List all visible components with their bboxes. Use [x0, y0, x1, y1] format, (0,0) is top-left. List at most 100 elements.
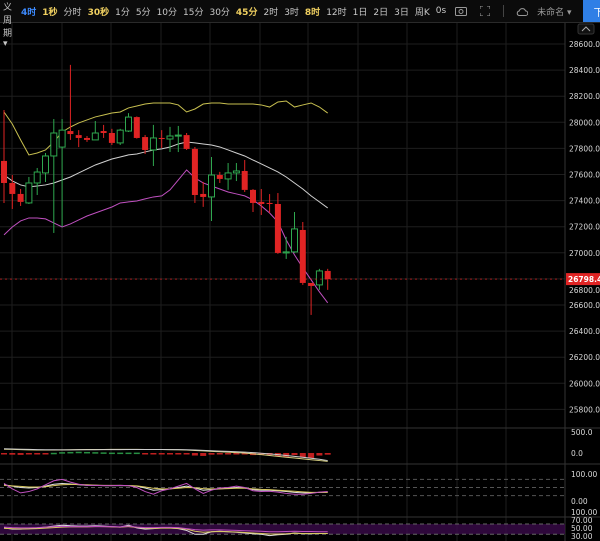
candle-body [25, 182, 33, 204]
candle [116, 128, 124, 146]
layout-name-dropdown[interactable]: 未命名 ▾ [534, 5, 574, 18]
macd-hist-bar [25, 453, 32, 455]
boll-upper-line [3, 100, 328, 156]
divider [503, 5, 505, 17]
candle [158, 130, 165, 149]
candle [291, 211, 298, 253]
candle-body [91, 132, 99, 141]
interval-tab-9[interactable]: 45分 [235, 7, 258, 18]
interval-tab-4[interactable]: 1分 [115, 7, 130, 18]
macd-hist-bar [84, 451, 90, 454]
price-tick-label: 27800.0 [569, 144, 600, 153]
interval-tab-10[interactable]: 2时 [263, 7, 279, 18]
candle-body [9, 182, 16, 194]
custom-period-dropdown[interactable]: 自定义周期 ▾ [0, 0, 18, 49]
candle [282, 236, 290, 259]
kdj-j-line [3, 478, 328, 495]
macd-hist-bar [233, 453, 240, 455]
candle [274, 193, 281, 254]
macd-hist-bar [299, 453, 306, 458]
candle-body [282, 251, 290, 254]
collapse-button-bg [577, 23, 595, 35]
interval-tab-13[interactable]: 12时 [326, 7, 347, 18]
candle-body [108, 133, 115, 143]
interval-tab-5[interactable]: 5分 [135, 7, 151, 18]
price-tick-label: 27000.0 [569, 249, 600, 258]
candle-body [299, 229, 306, 283]
place-order-button[interactable]: 下单 [582, 0, 600, 22]
candle [258, 188, 265, 215]
candle-body [308, 282, 315, 286]
candle [75, 130, 82, 148]
price-tick-label: 27600.0 [569, 171, 600, 180]
macd-hist-bar [108, 452, 115, 455]
rsi-axis-label: 30.00 [571, 532, 593, 541]
candle [67, 64, 74, 140]
interval-tab-1[interactable]: 1秒 [42, 7, 58, 18]
candle [149, 124, 157, 167]
last-price-label: 26798.4 [568, 275, 600, 284]
candle [216, 171, 223, 183]
interval-tab-7[interactable]: 15分 [183, 7, 204, 18]
kdj-axis-label: 100.00 [571, 470, 597, 479]
candle [200, 181, 207, 207]
macd-hist-bar [150, 453, 157, 455]
interval-tab-0[interactable]: 4时 [21, 7, 37, 18]
candle [224, 163, 232, 190]
candle-body [158, 137, 165, 140]
candle-body [142, 137, 149, 150]
candle-body [324, 270, 331, 280]
rsi-axis-label: 100.00 [571, 508, 597, 517]
candle-body [58, 129, 66, 148]
layout-name: 未命名 [537, 7, 565, 18]
rsi-line-3 [3, 525, 328, 533]
macd-hist-bar [283, 453, 290, 457]
candle [266, 194, 273, 213]
candle-body [67, 131, 74, 135]
interval-tab-8[interactable]: 30分 [209, 7, 230, 18]
price-tick-label: 27200.0 [569, 223, 600, 232]
camera-icon[interactable] [454, 4, 468, 18]
custom-period-label: 自定义周期 [3, 2, 13, 39]
macd-hist-bar [117, 452, 124, 455]
macd-hist-bar [17, 453, 24, 455]
interval-tab-14[interactable]: 1日 [352, 7, 368, 18]
macd-hist-bar [133, 452, 140, 455]
candle-body [266, 202, 273, 204]
macd-hist-bar [175, 453, 182, 455]
interval-list: 4时 1秒 分时 30秒 1分 5分 10分 15分 30分 45分 2时 3时 8时 12时 1日 2日 3日… [18, 5, 433, 18]
candle-body [183, 135, 190, 149]
macd-hist-bar [291, 453, 298, 456]
interval-tab-12[interactable]: 8时 [304, 7, 321, 18]
candle [91, 120, 99, 141]
macd-hist-bar [92, 452, 99, 454]
collapse-button[interactable] [577, 23, 595, 35]
candle-body [33, 171, 41, 184]
candle [174, 125, 182, 153]
fullscreen-icon[interactable] [478, 4, 492, 18]
candle [324, 268, 331, 290]
interval-tab-11[interactable]: 3时 [284, 7, 299, 18]
interval-tab-17[interactable]: 周K [414, 7, 430, 18]
chevron-up-icon [581, 26, 591, 32]
price-tick-label: 28000.0 [569, 118, 600, 127]
interval-tab-3[interactable]: 30秒 [87, 7, 110, 18]
candle-body [258, 201, 265, 204]
macd-hist-bar [100, 452, 107, 454]
rsi-axis-label: 50.00 [571, 524, 593, 533]
cloud-icon[interactable] [515, 4, 529, 18]
interval-tab-16[interactable]: 3日 [394, 7, 409, 18]
candle-body [174, 134, 182, 137]
interval-tab-2[interactable]: 分时 [63, 7, 82, 18]
candle-body [50, 132, 58, 157]
price-tick-label: 28600.0 [569, 40, 600, 49]
interval-tab-15[interactable]: 2日 [373, 7, 389, 18]
macd-hist-bar [324, 453, 331, 455]
macd-dea-line [3, 448, 328, 462]
price-tick-label: 26400.0 [569, 327, 600, 336]
price-tick-label: 26600.0 [569, 301, 600, 310]
chevron-down-icon: ▾ [3, 38, 8, 49]
interval-tab-6[interactable]: 10分 [156, 7, 178, 18]
